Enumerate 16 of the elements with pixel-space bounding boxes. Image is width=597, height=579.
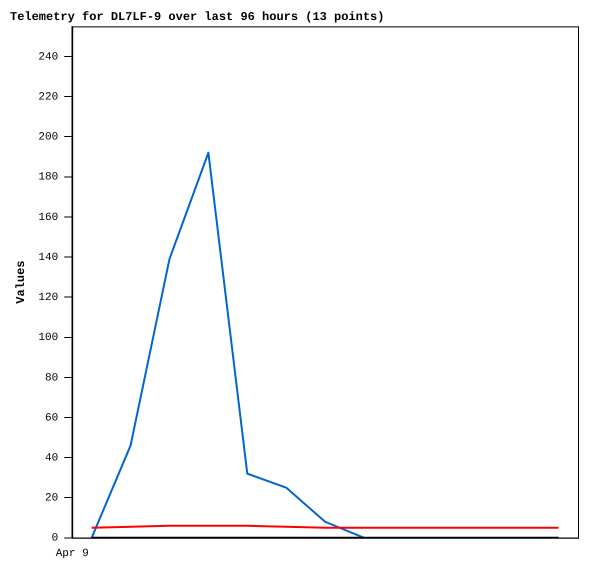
y-tick-label: 120 — [38, 292, 58, 304]
y-tick-label: 240 — [38, 51, 58, 64]
y-axis-title: Values — [14, 260, 28, 304]
y-tick-label: 20 — [45, 492, 58, 505]
y-tick-label: 0 — [52, 532, 58, 545]
y-tick-label: 80 — [45, 372, 58, 384]
text: Apr 9 — [56, 548, 89, 560]
y-tick-label: 220 — [38, 92, 58, 104]
chart-title: Telemetry for DL7LF-9 over last 96 hours (13 points) — [10, 10, 384, 24]
y-tick-label: 180 — [38, 172, 58, 184]
y-tick-label: 60 — [45, 412, 58, 424]
y-tick-label: 200 — [38, 132, 58, 144]
y-tick-label: 140 — [38, 252, 58, 264]
y-tick-label: 40 — [45, 452, 58, 464]
y-tick-label: 100 — [38, 332, 58, 344]
y-tick-label: 160 — [38, 212, 58, 224]
